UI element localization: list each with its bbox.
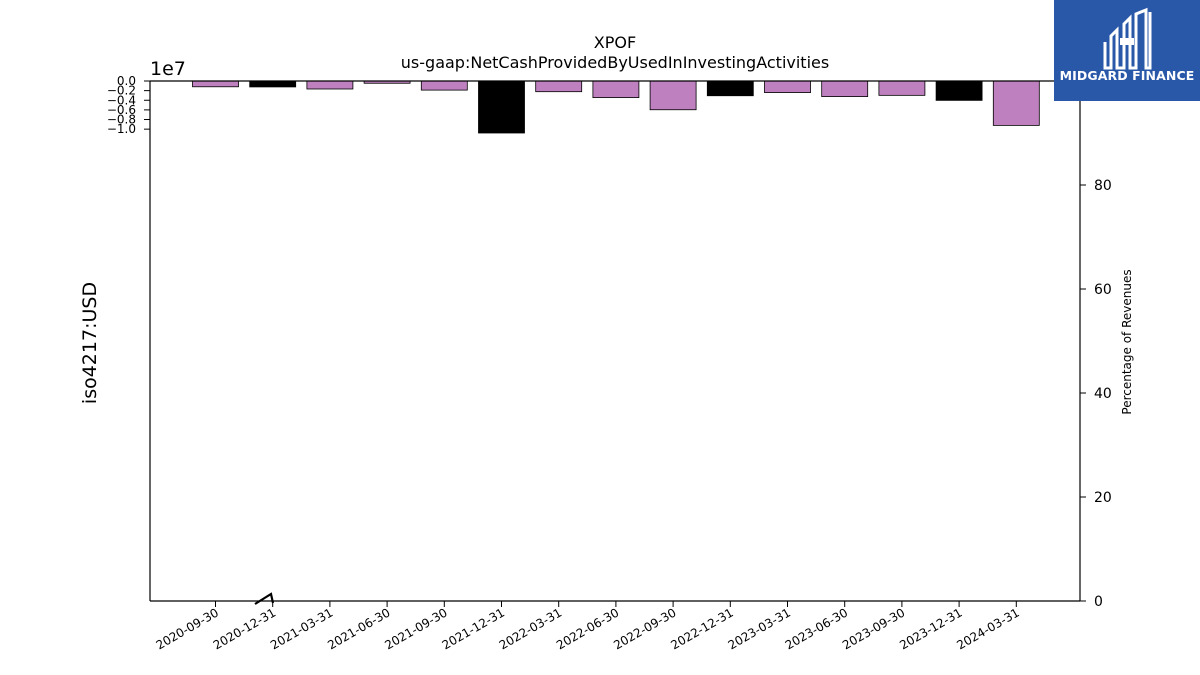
brand-mark-icon [1103,7,1152,70]
y-axis-label: iso4217:USD [79,282,101,404]
bar [592,80,640,99]
x-tick-label: 2021-12-31 [440,605,507,652]
bar [764,80,811,94]
bar [249,80,297,88]
y-tick-label: −0.8 [107,113,136,127]
chart-title: XPOF [594,33,636,52]
y2-tick-label: 80 [1094,178,1112,194]
y-tick-label: −0.4 [107,93,136,107]
y-tick-label: −0.6 [107,103,136,117]
bar [821,80,869,97]
bar [478,80,525,134]
x-tick-label: 2022-06-30 [554,605,621,652]
chart-subtitle: us-gaap:NetCashProvidedByUsedInInvesting… [401,53,829,72]
y2-tick-label: 20 [1094,490,1112,506]
bar [878,80,926,96]
bar [535,80,583,93]
x-tick-label: 2023-03-31 [726,605,793,652]
bar [935,80,983,101]
x-tick-label: 2022-09-30 [611,605,678,652]
x-tick-label: 2023-12-31 [897,605,964,652]
bar [649,80,697,111]
y2-axis-label: Percentage of Revenues [1120,269,1134,414]
x-tick-label: 2021-06-30 [325,605,392,652]
x-tick-label: 2020-12-31 [211,605,278,652]
x-tick-label: 2022-12-31 [668,605,735,652]
curve-glyph [254,592,275,605]
x-tick-label: 2023-06-30 [783,605,850,652]
x-tick-label: 2024-03-31 [954,605,1021,652]
bar [306,80,354,90]
x-tick-label: 2023-09-30 [840,605,907,652]
x-tick-label: 2021-09-30 [382,605,449,652]
y-tick-label: 0.0 [117,74,136,88]
x-tick-label: 2020-09-30 [154,605,221,652]
bar [192,80,239,88]
y-tick-label: −1.0 [107,122,136,136]
bar [420,80,468,91]
brand-logo-text: MIDGARD FINANCE [1059,68,1195,83]
y2-tick-label: 40 [1094,386,1112,402]
bar [992,80,1040,126]
y-offset-label: 1e7 [150,58,186,80]
x-tick-label: 2021-03-31 [268,605,335,652]
bar [706,80,754,97]
x-tick-label: 2022-03-31 [497,605,564,652]
y2-tick-label: 60 [1094,282,1112,298]
y-tick-label: −0.2 [107,84,136,98]
y2-tick-label: 0 [1094,594,1103,610]
brand-logo: MIDGARD FINANCE [1054,0,1200,101]
